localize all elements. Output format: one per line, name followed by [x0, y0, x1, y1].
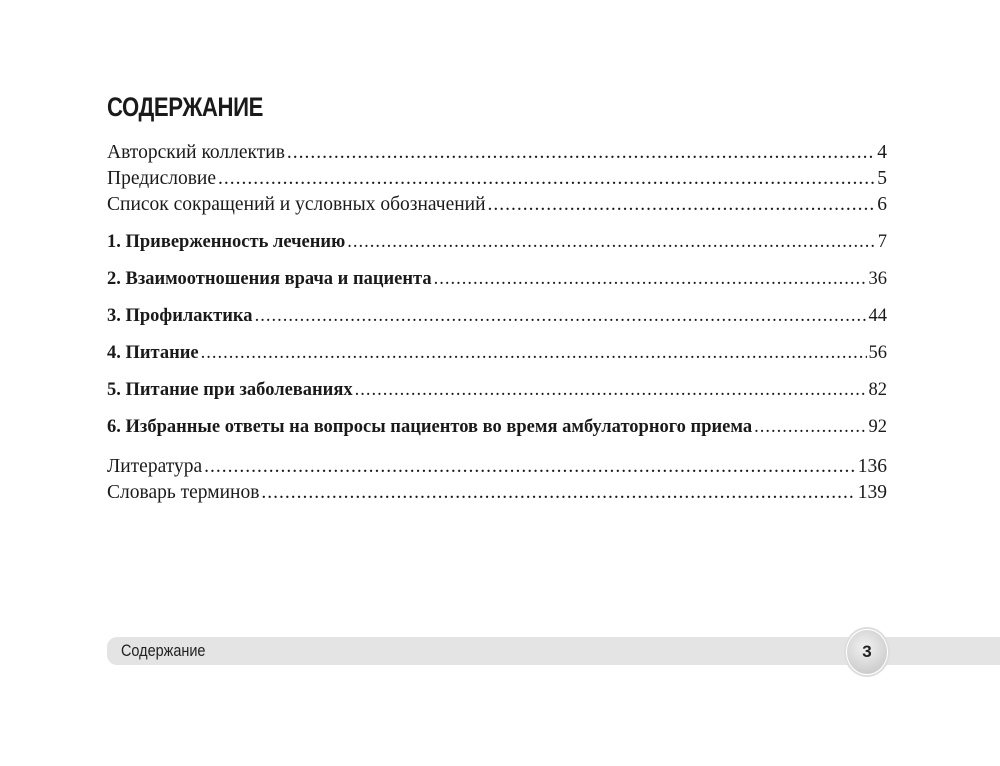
toc-entry-page: 44: [868, 306, 888, 326]
toc-entry-label: Предисловие: [107, 168, 217, 189]
dot-leader: [255, 298, 867, 335]
page-number-badge: 3: [846, 629, 888, 675]
toc-entry-label: 2. Взаимоотношения врача и пациента: [107, 269, 432, 289]
toc-entry-label: 1. Приверженность лечению: [107, 232, 346, 252]
toc-entry[interactable]: Словарь терминов 139: [107, 480, 887, 506]
toc-entry-label: Словарь терминов: [107, 482, 260, 503]
toc-entry-label: Авторский коллектив: [107, 142, 285, 163]
dot-leader: [201, 335, 867, 372]
toc-entry-label: Список сокращений и условных обозначений: [107, 194, 486, 215]
toc-entry-page: 36: [868, 269, 888, 289]
toc-chapter[interactable]: 2. Взаимоотношения врача и пациента 36: [107, 261, 887, 298]
toc-entry[interactable]: Литература 136: [107, 454, 887, 480]
dot-leader: [261, 480, 855, 506]
dot-leader: [355, 372, 867, 409]
page-title: СОДЕРЖАНИЕ: [107, 92, 263, 122]
toc-entry-label: 6. Избранные ответы на вопросы пациентов…: [107, 417, 753, 437]
toc-entry[interactable]: Авторский коллектив 4: [107, 140, 887, 166]
toc-entry-page: 6: [877, 194, 887, 215]
toc-chapter[interactable]: 4. Питание 56: [107, 335, 887, 372]
toc-entry-page: 56: [868, 343, 888, 363]
dot-leader: [287, 140, 875, 166]
toc-entry-page: 139: [857, 482, 887, 503]
dot-leader: [488, 192, 876, 218]
toc-entry-page: 5: [877, 168, 887, 189]
toc-entry-label: 5. Питание при заболеваниях: [107, 380, 353, 400]
toc-entry-label: 3. Профилактика: [107, 306, 253, 326]
toc-chapter[interactable]: 3. Профилактика 44: [107, 298, 887, 335]
table-of-contents: Авторский коллектив 4 Предисловие 5 Список…: [107, 140, 887, 506]
dot-leader: [218, 166, 875, 192]
toc-entry-page: 136: [857, 456, 887, 477]
dot-leader: [204, 454, 856, 480]
dot-leader: [434, 261, 867, 298]
toc-entry-page: 4: [877, 142, 887, 163]
toc-entry-page: 92: [868, 417, 888, 437]
toc-entry-page: 82: [868, 380, 888, 400]
toc-chapter[interactable]: 5. Питание при заболеваниях 82: [107, 372, 887, 409]
toc-chapter[interactable]: 6. Избранные ответы на вопросы пациентов…: [107, 409, 887, 446]
toc-entry-label: 4. Питание: [107, 343, 199, 363]
dot-leader: [347, 224, 876, 261]
toc-entry-label: Литература: [107, 456, 203, 477]
toc-entry-page: 7: [877, 232, 887, 252]
toc-entry[interactable]: Список сокращений и условных обозначений…: [107, 192, 887, 218]
toc-chapter[interactable]: 1. Приверженность лечению 7: [107, 224, 887, 261]
toc-entry[interactable]: Предисловие 5: [107, 166, 887, 192]
footer-section-title: Содержание: [121, 641, 206, 660]
dot-leader: [754, 409, 866, 446]
